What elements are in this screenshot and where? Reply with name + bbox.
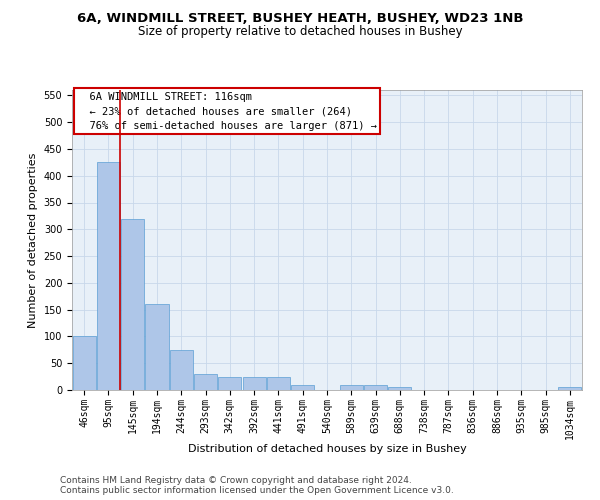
- Text: Size of property relative to detached houses in Bushey: Size of property relative to detached ho…: [137, 25, 463, 38]
- Bar: [97, 162, 120, 390]
- Y-axis label: Number of detached properties: Number of detached properties: [28, 152, 38, 328]
- Bar: [267, 376, 290, 390]
- Text: 6A WINDMILL STREET: 116sqm
  ← 23% of detached houses are smaller (264)
  76% of: 6A WINDMILL STREET: 116sqm ← 23% of deta…: [77, 92, 377, 131]
- Bar: [145, 304, 169, 390]
- Text: 6A, WINDMILL STREET, BUSHEY HEATH, BUSHEY, WD23 1NB: 6A, WINDMILL STREET, BUSHEY HEATH, BUSHE…: [77, 12, 523, 26]
- Bar: [364, 384, 387, 390]
- Text: Contains HM Land Registry data © Crown copyright and database right 2024.: Contains HM Land Registry data © Crown c…: [60, 476, 412, 485]
- Bar: [194, 374, 217, 390]
- Bar: [121, 218, 144, 390]
- Bar: [388, 388, 412, 390]
- Bar: [218, 376, 241, 390]
- Bar: [170, 350, 193, 390]
- Bar: [291, 384, 314, 390]
- X-axis label: Distribution of detached houses by size in Bushey: Distribution of detached houses by size …: [188, 444, 466, 454]
- Text: Contains public sector information licensed under the Open Government Licence v3: Contains public sector information licen…: [60, 486, 454, 495]
- Bar: [559, 388, 581, 390]
- Bar: [340, 384, 363, 390]
- Bar: [73, 336, 95, 390]
- Bar: [242, 376, 266, 390]
